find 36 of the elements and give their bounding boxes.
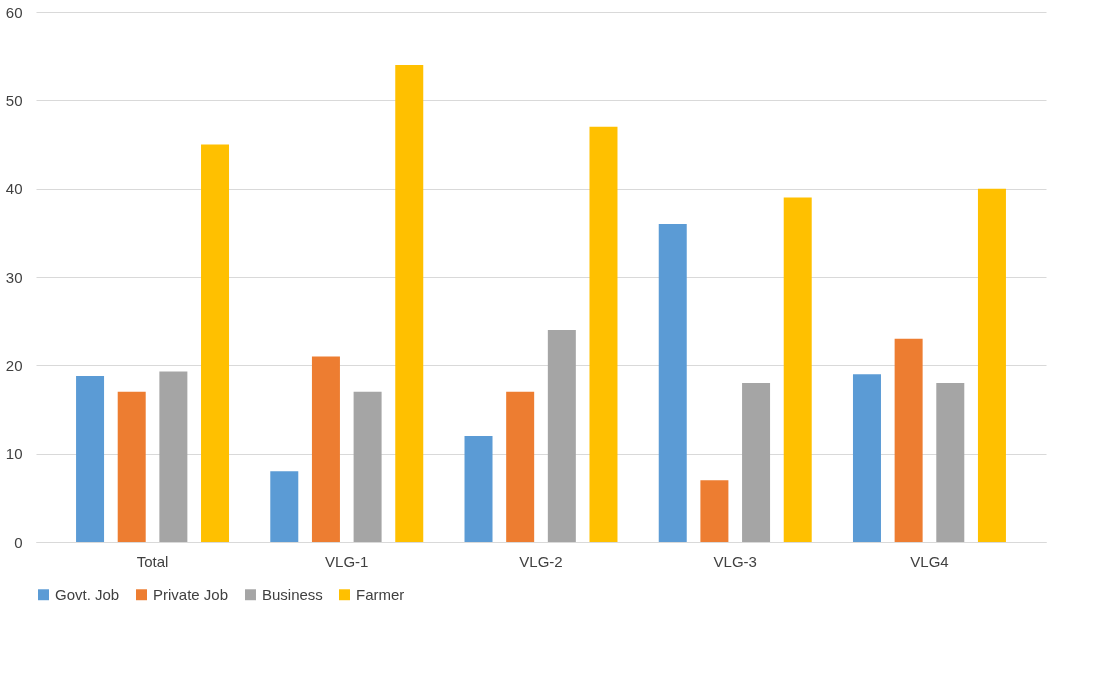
x-tick-label: VLG4 xyxy=(910,552,949,570)
bar xyxy=(977,188,1006,542)
x-tick-label: VLG-1 xyxy=(325,552,369,570)
bar xyxy=(464,436,493,542)
bar xyxy=(506,391,535,542)
bar xyxy=(547,330,576,542)
bar xyxy=(783,197,812,542)
bar xyxy=(589,126,618,542)
bar xyxy=(159,371,188,542)
y-tick-label: 50 xyxy=(5,91,23,109)
y-tick-label: 0 xyxy=(14,533,23,551)
bar xyxy=(852,374,881,542)
y-tick-label: 60 xyxy=(5,3,23,21)
legend-label: Farmer xyxy=(356,585,405,603)
bar xyxy=(395,65,424,542)
x-tick-label: Total xyxy=(136,552,169,570)
bar xyxy=(936,383,965,542)
y-tick-label: 10 xyxy=(5,445,23,463)
bar xyxy=(270,471,299,542)
legend-label: Business xyxy=(262,585,323,603)
bar xyxy=(353,391,382,542)
bar xyxy=(658,224,687,542)
y-tick-label: 30 xyxy=(5,268,23,286)
bar xyxy=(700,480,729,542)
bar xyxy=(311,356,340,542)
bar xyxy=(117,391,146,542)
legend-label: Private Job xyxy=(153,585,229,603)
legend-label: Govt. Job xyxy=(55,585,120,603)
x-tick-label: VLG-3 xyxy=(713,552,757,570)
bar xyxy=(894,338,923,542)
y-tick-label: 20 xyxy=(5,356,23,374)
bar xyxy=(76,375,105,542)
x-tick-label: VLG-2 xyxy=(519,552,563,570)
bar xyxy=(742,383,771,542)
y-tick-label: 40 xyxy=(5,180,23,198)
bar xyxy=(201,144,230,542)
